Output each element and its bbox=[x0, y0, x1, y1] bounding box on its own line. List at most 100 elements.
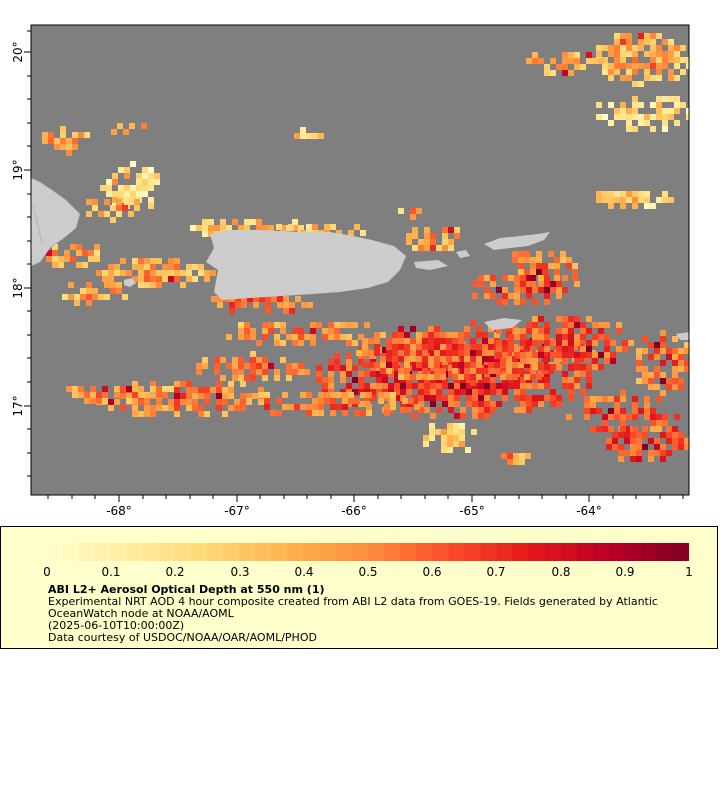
aod-pixel bbox=[478, 383, 484, 389]
aod-pixel bbox=[620, 203, 626, 209]
aod-pixel bbox=[118, 191, 124, 197]
aod-pixel bbox=[524, 251, 530, 257]
aod-pixel bbox=[584, 356, 590, 362]
aod-pixel bbox=[312, 224, 318, 230]
aod-pixel bbox=[156, 405, 162, 411]
aod-pixel bbox=[174, 276, 180, 282]
aod-pixel bbox=[250, 219, 256, 225]
aod-pixel bbox=[596, 51, 602, 57]
aod-pixel bbox=[632, 63, 638, 69]
aod-pixel bbox=[192, 399, 198, 405]
aod-pixel bbox=[250, 357, 256, 363]
aod-pixel bbox=[610, 352, 616, 358]
aod-pixel bbox=[502, 293, 508, 299]
aod-pixel bbox=[672, 366, 678, 372]
aod-pixel bbox=[342, 404, 348, 410]
aod-pixel bbox=[54, 144, 60, 150]
aod-pixel bbox=[642, 444, 648, 450]
aod-pixel bbox=[88, 256, 94, 262]
aod-pixel bbox=[484, 413, 490, 419]
aod-pixel bbox=[452, 374, 458, 380]
aod-pixel bbox=[660, 456, 666, 462]
aod-pixel bbox=[259, 296, 265, 302]
aod-pixel bbox=[614, 408, 620, 414]
aod-pixel bbox=[660, 342, 666, 348]
colorbar-step bbox=[400, 543, 417, 561]
aod-pixel bbox=[668, 108, 674, 114]
aod-pixel bbox=[423, 441, 429, 447]
aod-pixel bbox=[120, 258, 126, 264]
aod-pixel bbox=[460, 413, 466, 419]
aod-pixel bbox=[424, 227, 430, 233]
aod-pixel bbox=[656, 414, 662, 420]
aod-pixel bbox=[76, 250, 82, 256]
aod-pixel bbox=[234, 405, 240, 411]
aod-pixel bbox=[256, 225, 262, 231]
aod-pixel bbox=[556, 293, 562, 299]
aod-pixel bbox=[222, 399, 228, 405]
aod-pixel bbox=[226, 363, 232, 369]
aod-pixel bbox=[168, 399, 174, 405]
aod-pixel bbox=[144, 405, 150, 411]
aod-pixel bbox=[628, 340, 634, 346]
aod-pixel bbox=[608, 102, 614, 108]
aod-pixel bbox=[316, 322, 322, 328]
aod-pixel bbox=[580, 328, 586, 334]
aod-pixel bbox=[360, 392, 366, 398]
aod-pixel bbox=[76, 244, 82, 250]
aod-pixel bbox=[490, 377, 496, 383]
aod-pixel bbox=[574, 52, 580, 58]
aod-pixel bbox=[168, 264, 174, 270]
aod-pixel bbox=[536, 374, 542, 380]
aod-pixel bbox=[454, 401, 460, 407]
aod-pixel bbox=[592, 358, 598, 364]
aod-pixel bbox=[112, 191, 118, 197]
legend-text: ABI L2+ Aerosol Optical Depth at 550 nm … bbox=[48, 584, 698, 644]
aod-pixel bbox=[404, 344, 410, 350]
aod-pixel bbox=[434, 368, 440, 374]
aod-pixel bbox=[346, 383, 352, 389]
aod-pixel bbox=[678, 348, 684, 354]
aod-pixel bbox=[126, 398, 132, 404]
aod-pixel bbox=[472, 389, 478, 395]
aod-pixel bbox=[572, 269, 578, 275]
aod-pixel bbox=[416, 350, 422, 356]
aod-pixel bbox=[550, 281, 556, 287]
scale-label: 1 bbox=[685, 565, 693, 579]
aod-pixel bbox=[204, 276, 210, 282]
aod-pixel bbox=[598, 322, 604, 328]
colorbar-step bbox=[239, 543, 257, 561]
aod-pixel bbox=[300, 127, 306, 133]
aod-pixel bbox=[150, 276, 156, 282]
aod-pixel bbox=[542, 263, 548, 269]
aod-pixel bbox=[666, 384, 672, 390]
aod-pixel bbox=[490, 383, 496, 389]
aod-pixel bbox=[156, 392, 162, 398]
aod-pixel bbox=[566, 263, 572, 269]
aod-pixel bbox=[630, 438, 636, 444]
aod-pixel bbox=[394, 395, 400, 401]
aod-pixel bbox=[574, 371, 580, 377]
aod-pixel bbox=[416, 332, 422, 338]
aod-pixel bbox=[196, 225, 202, 231]
aod-pixel bbox=[448, 365, 454, 371]
aod-pixel bbox=[518, 269, 524, 275]
aod-pixel bbox=[150, 282, 156, 288]
aod-pixel bbox=[418, 401, 424, 407]
aod-pixel bbox=[490, 293, 496, 299]
aod-pixel bbox=[666, 438, 672, 444]
aod-pixel bbox=[408, 398, 414, 404]
aod-pixel bbox=[150, 411, 156, 417]
aod-pixel bbox=[280, 225, 286, 231]
aod-pixel bbox=[584, 402, 590, 408]
aod-pixel bbox=[650, 45, 656, 51]
aod-pixel bbox=[418, 245, 424, 251]
vieques bbox=[414, 260, 448, 270]
aod-pixel bbox=[216, 387, 222, 393]
aod-pixel bbox=[674, 414, 680, 420]
aod-pixel bbox=[622, 340, 628, 346]
aod-pixel bbox=[70, 244, 76, 250]
aod-pixel bbox=[674, 63, 680, 69]
aod-pixel bbox=[186, 270, 192, 276]
aod-pixel bbox=[434, 374, 440, 380]
